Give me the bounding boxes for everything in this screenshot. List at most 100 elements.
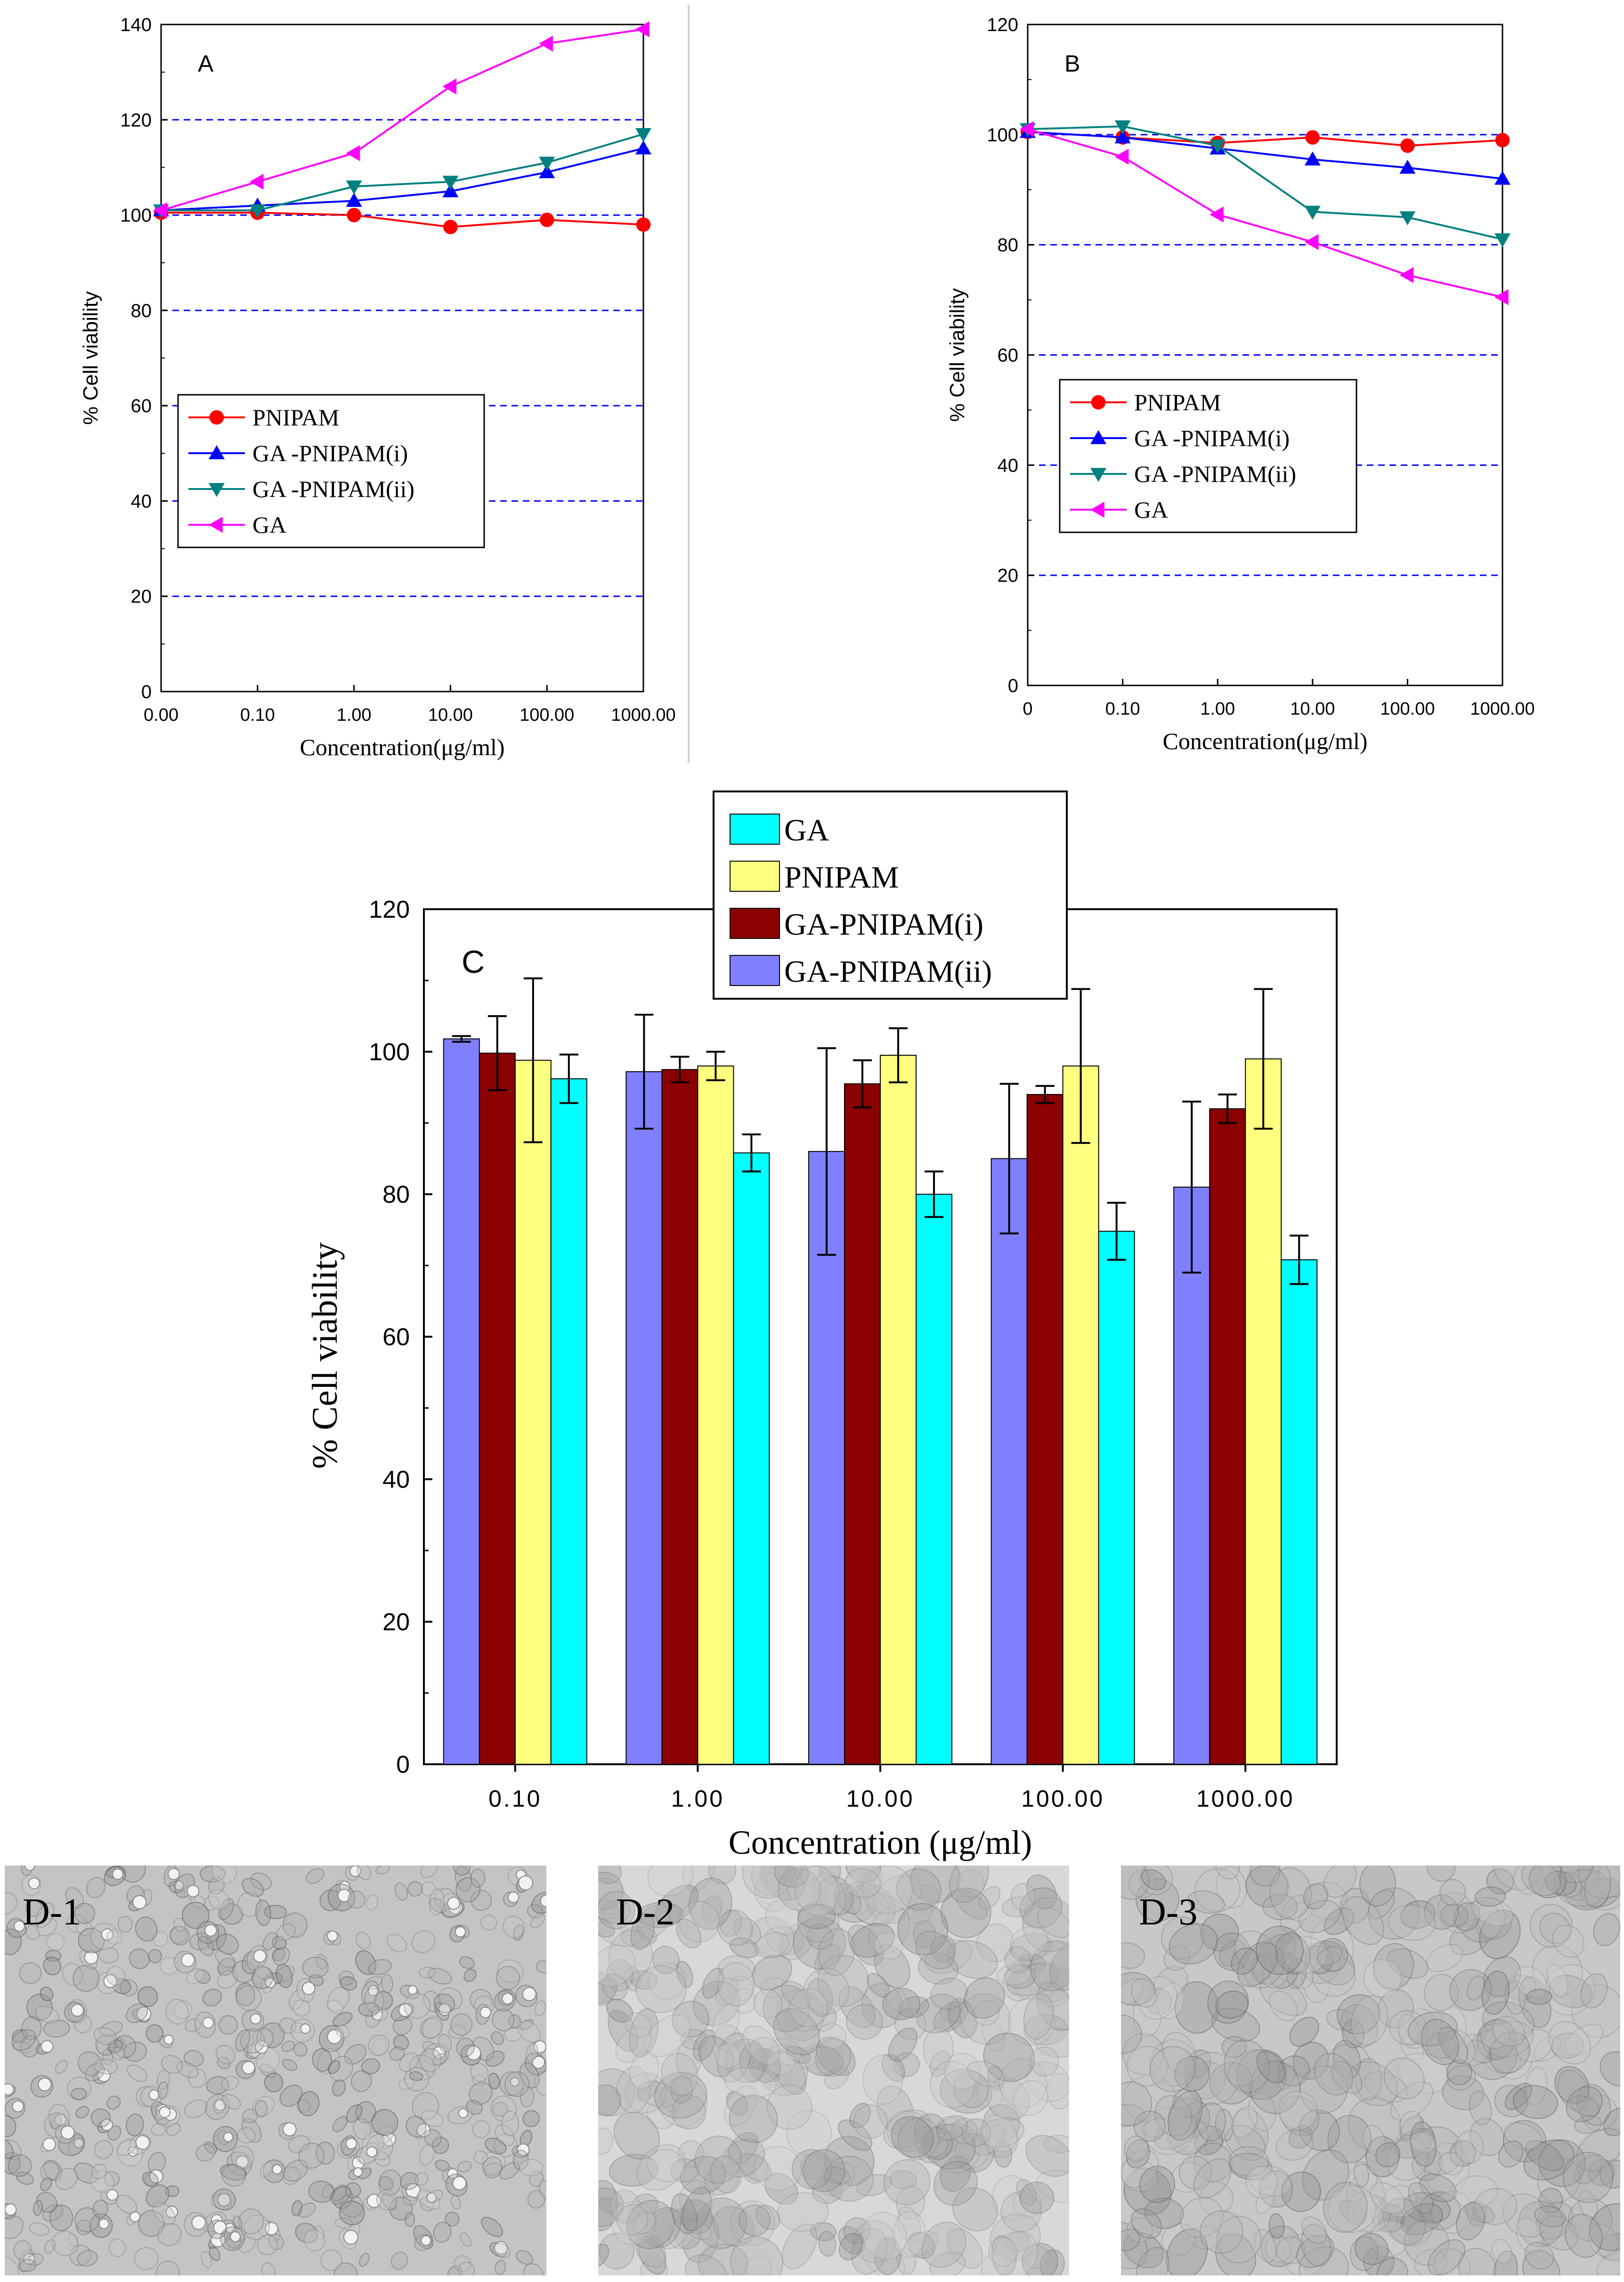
micrograph-background: [598, 1866, 1069, 2275]
micrograph-label: D-1: [23, 1891, 81, 1933]
legend-item: GA: [1070, 497, 1168, 523]
legend-marker: [1090, 430, 1106, 444]
data-point: [1210, 206, 1224, 223]
x-axis-title: Concentration(μg/ml): [300, 734, 504, 760]
legend-marker: [209, 483, 225, 497]
x-tick-label: 1.00: [671, 1785, 724, 1812]
error-bar: [559, 1053, 578, 1104]
legend-item: GA -PNIPAM(ii): [188, 476, 414, 502]
error-bar: [999, 1083, 1019, 1235]
legend-item: GA-PNIPAM(ii): [730, 954, 992, 989]
bar: [1281, 1259, 1318, 1765]
bar: [733, 1152, 770, 1765]
data-point: [539, 35, 553, 52]
chart-b: 0 20 40 60 80 100 120 0 0.10 1.00 10.00 100.00 1000.…: [946, 15, 1535, 754]
data-point: [1494, 289, 1509, 305]
y-tick-label: 80: [382, 1181, 410, 1208]
x-tick-label: 100.00: [1380, 699, 1435, 719]
error-bar: [670, 1056, 690, 1084]
y-tick-label: 20: [998, 565, 1019, 586]
y-tick-label: 100: [987, 125, 1018, 146]
y-tick-label: 60: [382, 1324, 410, 1351]
bar: [1062, 1065, 1099, 1765]
x-tick-label: 0: [1023, 699, 1032, 719]
data-point: [1304, 234, 1319, 250]
chart-c: 0 20 40 60 80 100 120 0.10 1.00 10.00 100.00 1000.0…: [305, 791, 1338, 1861]
data-point: [635, 21, 650, 38]
error-bar: [523, 977, 543, 1143]
data-point: [1304, 205, 1321, 220]
legend-marker: [1090, 502, 1104, 518]
micrograph-label: D-3: [1139, 1891, 1197, 1933]
micrograph-d-2: D-2: [598, 1866, 1069, 2275]
y-tick-label: 40: [382, 1466, 410, 1493]
y-tick-label: 20: [382, 1609, 410, 1636]
x-tick-label: 0.10: [1105, 699, 1140, 719]
y-tick-label: 80: [131, 301, 152, 321]
legend-label: GA-PNIPAM(i): [784, 907, 983, 942]
error-bar: [853, 1059, 872, 1108]
data-point: [1304, 151, 1321, 166]
legend-box: [1059, 379, 1357, 533]
x-tick-label: 0.00: [144, 705, 179, 725]
data-point: [249, 173, 264, 190]
legend-label: GA: [1134, 497, 1168, 523]
legend: PNIPAM GA -PNIPAM(i) GA -PNIPAM(ii) GA: [1059, 379, 1357, 533]
x-tick-label: 1000.00: [1470, 699, 1535, 719]
legend-label: GA -PNIPAM(i): [1134, 425, 1290, 451]
legend-marker: [209, 517, 223, 533]
legend-label: PNIPAM: [252, 404, 339, 431]
x-tick-label: 10.00: [846, 1785, 914, 1812]
data-point: [347, 208, 361, 222]
legend-label: GA-PNIPAM(ii): [784, 954, 992, 989]
data-point: [1305, 130, 1320, 145]
micrograph-d-3: D-3: [1121, 1866, 1620, 2275]
y-axis-title: % Cell viability: [79, 291, 102, 425]
data-point: [442, 183, 459, 197]
y-tick-label: 0: [141, 682, 152, 702]
data-point: [442, 176, 459, 190]
bar: [880, 1055, 917, 1765]
micrograph-d-1: D-1: [5, 1866, 546, 2275]
error-bar: [1290, 1234, 1309, 1285]
series-line: [161, 212, 644, 228]
error-bar: [817, 1047, 836, 1256]
legend-label: PNIPAM: [1134, 389, 1221, 416]
bar: [625, 1071, 663, 1765]
data-point: [1495, 133, 1510, 147]
data-point: [539, 156, 555, 171]
y-tick-label: 120: [120, 110, 152, 130]
legend-item: GA: [188, 512, 286, 538]
data-point: [1114, 148, 1129, 165]
data-point: [346, 193, 362, 207]
data-point: [636, 217, 651, 232]
error-bar: [487, 1015, 507, 1092]
legend-item: PNIPAM: [188, 404, 339, 431]
cell-texture: [598, 1866, 1069, 2275]
data-point: [346, 180, 362, 195]
series-line: [161, 28, 644, 212]
y-tick-label: 60: [998, 345, 1019, 366]
legend-swatch: [730, 955, 780, 986]
data-point: [153, 202, 167, 219]
panel-label: C: [462, 944, 485, 980]
data-point: [539, 164, 555, 179]
x-tick-label: 1.00: [337, 705, 372, 725]
y-tick-label: 20: [131, 587, 152, 607]
legend-swatch: [730, 814, 780, 845]
x-axis-title: Concentration (μg/ml): [729, 1824, 1032, 1861]
error-bar: [1182, 1100, 1202, 1274]
error-bar: [1071, 988, 1090, 1144]
legend-item: GA -PNIPAM(ii): [1070, 461, 1296, 487]
error-bar: [1107, 1202, 1126, 1261]
bar: [514, 1060, 552, 1765]
data-point: [635, 128, 651, 142]
y-tick-label: 140: [120, 15, 152, 35]
x-tick-label: 1000.00: [611, 705, 675, 725]
error-bar: [1218, 1093, 1237, 1124]
y-tick-label: 100: [120, 205, 152, 226]
data-point: [442, 78, 457, 95]
legend-marker: [209, 445, 225, 459]
legend-label: PNIPAM: [784, 860, 899, 895]
